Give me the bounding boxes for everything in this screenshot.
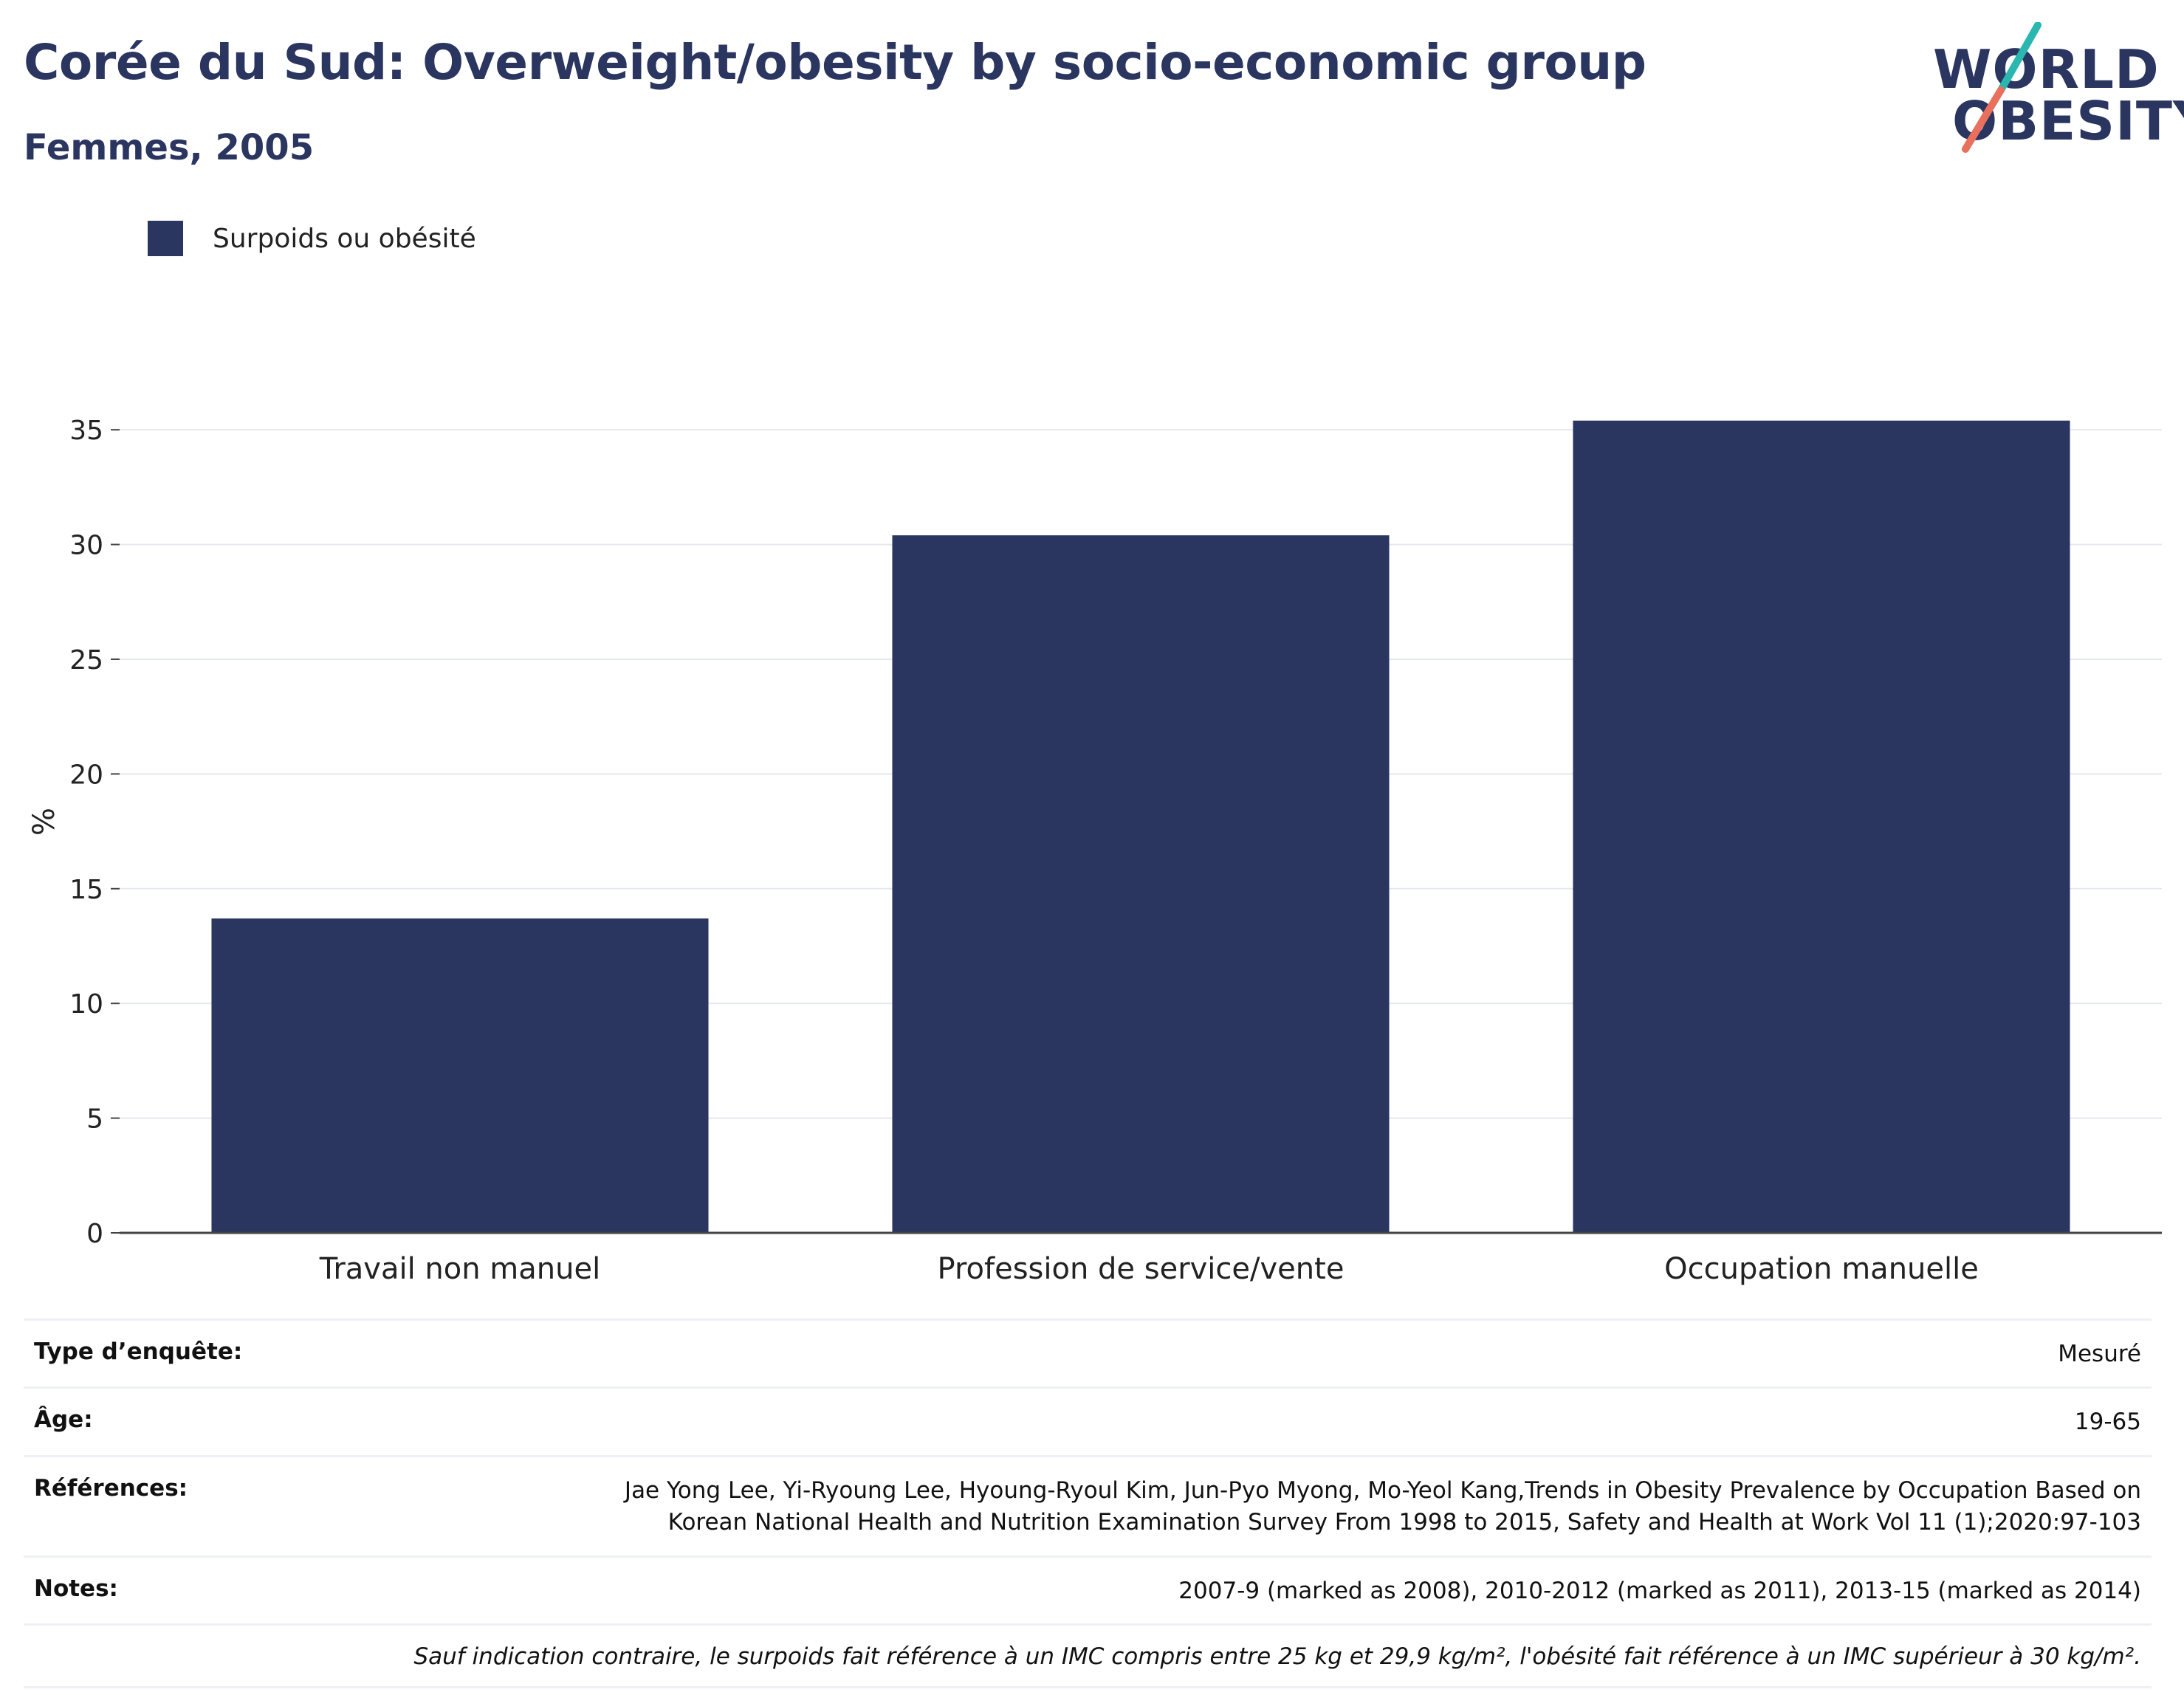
bar xyxy=(211,918,709,1233)
y-axis-label: % xyxy=(27,808,61,836)
info-row-notes: Notes: 2007-9 (marked as 2008), 2010-201… xyxy=(24,1555,2152,1623)
y-tick-label: 35 xyxy=(69,416,103,446)
info-table: Type d’enquête: Mesuré Âge: 19-65 Référe… xyxy=(24,1318,2152,1688)
bar-chart: 0 5 10 15 20 25 30 35 Travail non manuel Professi… xyxy=(69,416,2162,1286)
logo-word-world: WORLD xyxy=(1933,38,2160,100)
chart-subtitle: Femmes, 2005 xyxy=(24,127,315,168)
info-value-references: Jae Yong Lee, Yi-Ryoung Lee, Hyoung-Ryou… xyxy=(625,1475,2141,1539)
info-value-notes: 2007-9 (marked as 2008), 2010-2012 (mark… xyxy=(1178,1577,2141,1604)
info-key-references: Références: xyxy=(34,1474,188,1502)
info-row-references: Références: Jae Yong Lee, Yi-Ryoung Lee,… xyxy=(24,1454,2152,1555)
legend-label: Surpoids ou obésité xyxy=(213,223,476,254)
y-tick-label: 15 xyxy=(69,875,103,905)
x-tick-label: Profession de service/vente xyxy=(938,1252,1345,1286)
y-tick-label: 0 xyxy=(86,1219,103,1249)
info-row-survey-type: Type d’enquête: Mesuré xyxy=(24,1318,2152,1386)
reference-line-2: Korean National Health and Nutrition Exa… xyxy=(667,1509,2141,1536)
y-tick-label: 5 xyxy=(86,1104,103,1135)
bmi-footnote: Sauf indication contraire, le surpoids f… xyxy=(413,1643,2141,1670)
y-tick-label: 10 xyxy=(69,989,103,1020)
info-row-footnote: Sauf indication contraire, le surpoids f… xyxy=(24,1623,2152,1688)
info-key-survey-type: Type d’enquête: xyxy=(34,1338,243,1365)
info-key-notes: Notes: xyxy=(34,1575,118,1602)
reference-line-1: Jae Yong Lee, Yi-Ryoung Lee, Hyoung-Ryou… xyxy=(624,1476,2141,1504)
bar xyxy=(1573,420,2070,1233)
logo-slash-icon xyxy=(1962,22,2042,153)
info-value-survey-type: Mesuré xyxy=(2058,1341,2141,1367)
bar xyxy=(892,535,1390,1233)
info-key-age: Âge: xyxy=(34,1406,93,1434)
y-tick-label: 20 xyxy=(69,760,103,790)
legend: Surpoids ou obésité xyxy=(148,220,476,257)
world-obesity-logo: WORLD OBESITY xyxy=(1920,22,2184,155)
info-row-age: Âge: 19-65 xyxy=(24,1386,2152,1454)
info-value-age: 19-65 xyxy=(2074,1409,2141,1436)
x-tick-label: Travail non manuel xyxy=(319,1252,600,1286)
y-tick-label: 25 xyxy=(69,645,103,675)
chart-title: Corée du Sud: Overweight/obesity by soci… xyxy=(24,34,1646,91)
y-tick-label: 30 xyxy=(69,531,103,561)
x-tick-label: Occupation manuelle xyxy=(1664,1252,1979,1286)
legend-swatch xyxy=(148,221,183,256)
